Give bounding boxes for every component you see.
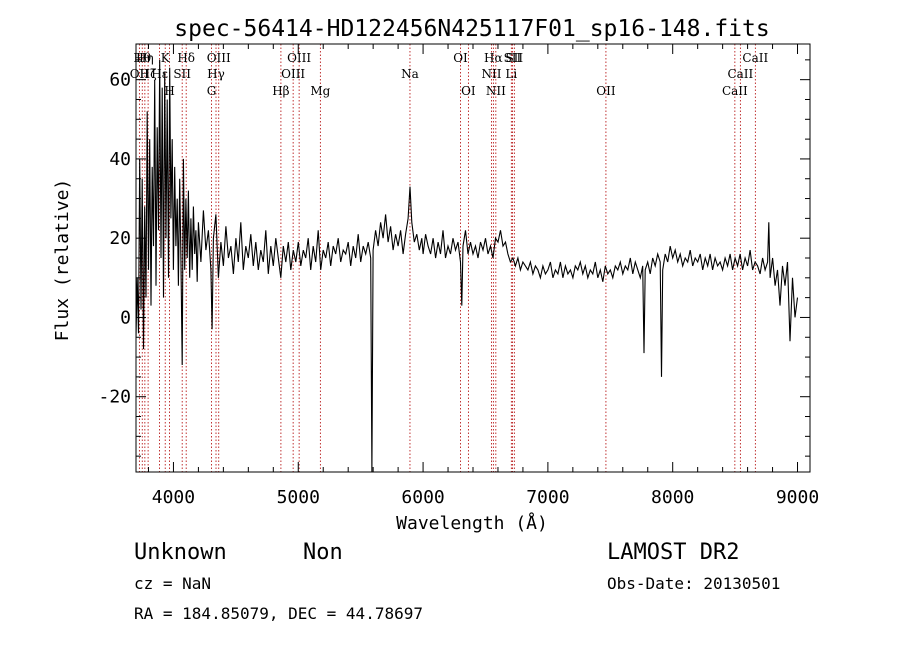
y-axis-label: Flux (relative) <box>52 179 73 342</box>
line-label-25: OII <box>596 84 616 98</box>
coordinates: RA = 184.85079, DEC = 44.78697 <box>134 604 423 623</box>
line-label-28: CaII <box>742 51 768 65</box>
line-label-26: CaII <box>722 84 748 98</box>
y-tick-label-0: -20 <box>98 387 131 408</box>
line-label-11: OIII <box>207 51 231 65</box>
line-label-3: Hζ <box>140 67 157 81</box>
line-label-23: SII <box>504 51 522 65</box>
y-tick-label-1: 0 <box>120 307 131 328</box>
line-label-7: SII <box>173 67 191 81</box>
y-tick-label-3: 40 <box>109 149 131 170</box>
y-tick-label-2: 20 <box>109 228 131 249</box>
x-tick-label-3: 7000 <box>526 487 569 508</box>
line-label-24: SII <box>505 51 523 65</box>
x-axis: 4000 5000 6000 7000 8000 9000 <box>147 44 819 508</box>
line-label-1: Hθ <box>133 51 151 65</box>
redshift-value: cz = NaN <box>134 574 211 593</box>
chart-title: spec-56414-HD122456N425117F01_sp16-148.f… <box>174 16 769 42</box>
x-axis-label: Wavelength (Å) <box>396 512 548 534</box>
object-subclass: Non <box>303 540 343 565</box>
line-label-8: Hδ <box>177 51 195 65</box>
survey-name: LAMOST DR2 <box>607 540 739 565</box>
y-axis: -20 0 20 40 60 <box>98 59 810 457</box>
line-label-5: K <box>161 51 171 65</box>
object-class: Unknown <box>134 540 227 565</box>
line-label-17: OI <box>453 51 468 65</box>
spectrum-line-0 <box>136 59 799 472</box>
line-label-22: Li <box>505 67 517 81</box>
y-tick-label-4: 60 <box>109 70 131 91</box>
line-label-21: NII <box>486 84 506 98</box>
line-label-0: OII <box>130 67 150 81</box>
x-tick-label-1: 5000 <box>277 487 320 508</box>
line-label-14: OIII <box>287 51 311 65</box>
line-label-18: OI <box>461 84 476 98</box>
x-tick-label-2: 6000 <box>401 487 444 508</box>
line-label-9: G <box>207 84 217 98</box>
spectrum-series <box>136 59 799 472</box>
line-label-2: Hη <box>136 51 154 65</box>
x-tick-label-0: 4000 <box>152 487 195 508</box>
x-tick-label-4: 8000 <box>651 487 694 508</box>
line-label-13: OIII <box>281 67 305 81</box>
line-label-27: CaII <box>727 67 753 81</box>
emission-line-labels: OIIHθHηHζHεKHSIIHδGHγOIIIHβOIIIOIIIMgNaO… <box>130 51 769 98</box>
line-label-15: Mg <box>310 84 330 98</box>
line-label-20: Hα <box>484 51 503 65</box>
line-label-16: Na <box>401 67 419 81</box>
line-label-12: Hβ <box>272 84 289 98</box>
x-tick-label-5: 9000 <box>776 487 819 508</box>
observation-date: Obs-Date: 20130501 <box>607 574 780 593</box>
line-label-10: Hγ <box>207 67 225 81</box>
line-label-19: NII <box>481 67 501 81</box>
